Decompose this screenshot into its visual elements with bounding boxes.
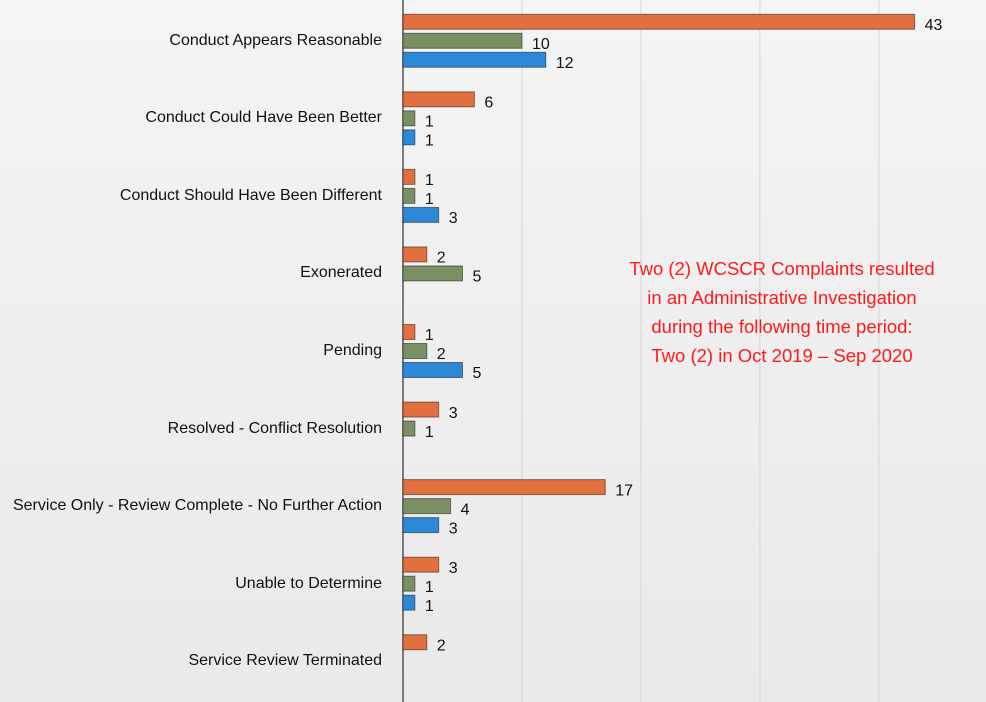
bar (402, 246, 428, 263)
value-label: 12 (556, 55, 574, 72)
category-label: Service Only - Review Complete - No Furt… (12, 497, 382, 515)
value-label: 17 (615, 482, 633, 499)
value-label: 1 (425, 114, 434, 131)
bar (402, 168, 416, 185)
bar (402, 187, 416, 204)
value-label: 43 (925, 17, 943, 34)
value-label: 4 (461, 501, 470, 518)
value-label: 5 (472, 365, 481, 382)
category-label: Resolved - Conflict Resolution (167, 419, 382, 437)
bar (402, 265, 463, 282)
bar (402, 362, 463, 378)
category-label: Conduct Appears Reasonable (169, 31, 382, 49)
value-label: 5 (472, 269, 481, 286)
value-label: 3 (449, 210, 458, 227)
bar (402, 51, 547, 68)
value-label: 1 (425, 172, 434, 189)
bar (402, 343, 428, 359)
value-label: 2 (437, 637, 446, 654)
annotation-line: Two (2) in Oct 2019 – Sep 2020 (651, 345, 913, 366)
category-label: Conduct Should Have Been Different (119, 186, 382, 204)
value-label: 6 (484, 95, 493, 112)
value-label: 2 (437, 250, 446, 267)
value-label: 3 (449, 560, 458, 577)
bar (402, 556, 440, 573)
category-label: Conduct Could Have Been Better (145, 109, 382, 127)
bar (402, 32, 523, 49)
category-label: Exonerated (300, 264, 382, 282)
bar (402, 498, 452, 515)
category-label: Pending (323, 342, 382, 359)
annotation-line: Two (2) WCSCR Complaints resulted (629, 258, 935, 279)
bar (402, 594, 416, 611)
bar (402, 129, 416, 146)
annotation-line: during the following time period: (651, 316, 913, 337)
bar (402, 479, 606, 496)
value-label: 1 (425, 598, 434, 615)
annotation: Two (2) WCSCR Complaints resulted in an A… (572, 254, 986, 370)
bar (402, 634, 428, 651)
value-label: 1 (425, 579, 434, 596)
bar (402, 517, 440, 534)
value-label: 1 (425, 133, 434, 150)
value-label: 1 (425, 191, 434, 208)
value-label: 1 (425, 424, 434, 441)
bar (402, 13, 916, 30)
value-label: 3 (449, 405, 458, 422)
value-label: 3 (449, 520, 458, 537)
annotation-line: in an Administrative Investigation (647, 287, 917, 308)
value-label: 1 (425, 327, 434, 344)
bar (402, 420, 416, 437)
category-label: Unable to Determine (235, 574, 382, 592)
bar (402, 324, 416, 340)
bar (402, 206, 440, 223)
bar (402, 575, 416, 592)
category-label: Service Review Terminated (188, 652, 382, 670)
bar (402, 401, 440, 418)
bar (402, 91, 475, 108)
value-label: 2 (437, 346, 446, 363)
bar (402, 110, 416, 127)
value-label: 10 (532, 36, 550, 53)
